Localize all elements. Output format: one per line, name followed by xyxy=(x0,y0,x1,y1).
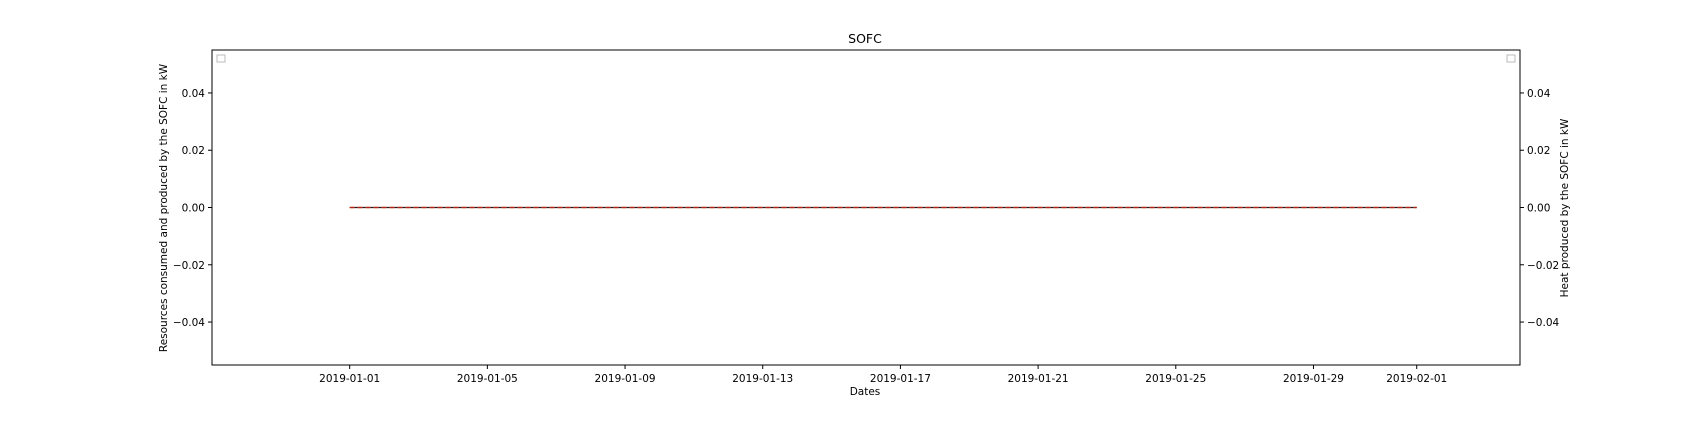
x-axis: 2019-01-01 2019-01-05 2019-01-09 2019-01-13… xyxy=(319,365,1447,385)
y-right-tick-label: 0.02 xyxy=(1527,145,1550,157)
y-axis-left-label: Resources consumed and produced by the S… xyxy=(158,63,170,352)
x-tick-label: 2019-01-13 xyxy=(732,373,793,385)
x-tick-label: 2019-01-01 xyxy=(319,373,380,385)
x-tick-label: 2019-01-05 xyxy=(457,373,518,385)
legend-left-box xyxy=(216,54,226,63)
y-left-tick-label: 0.00 xyxy=(182,203,205,215)
y-left-tick-label: 0.02 xyxy=(182,145,205,157)
y-left-tick-label: 0.04 xyxy=(182,88,206,100)
x-tick-label: 2019-01-25 xyxy=(1145,373,1206,385)
y-axis-right-label: Heat produced by the SOFC in kW xyxy=(1559,118,1571,297)
x-tick-label: 2019-01-21 xyxy=(1008,373,1069,385)
y-axis-left: 0.04 0.02 0.00 −0.02 −0.04 xyxy=(173,88,212,329)
chart-title: SOFC xyxy=(848,31,882,46)
y-right-tick-label: −0.04 xyxy=(1527,317,1559,329)
y-left-tick-label: −0.02 xyxy=(173,260,205,272)
x-tick-label: 2019-01-29 xyxy=(1283,373,1344,385)
y-left-tick-label: −0.04 xyxy=(173,317,205,329)
x-tick-label: 2019-01-09 xyxy=(595,373,656,385)
x-tick-label: 2019-02-01 xyxy=(1386,373,1447,385)
y-axis-right: 0.04 0.02 0.00 −0.02 −0.04 xyxy=(1520,88,1559,329)
x-axis-label: Dates xyxy=(850,386,881,398)
y-right-tick-label: 0.04 xyxy=(1527,88,1551,100)
legend-right-box xyxy=(1506,54,1516,63)
y-right-tick-label: −0.02 xyxy=(1527,260,1559,272)
x-tick-label: 2019-01-17 xyxy=(870,373,931,385)
y-right-tick-label: 0.00 xyxy=(1527,203,1550,215)
